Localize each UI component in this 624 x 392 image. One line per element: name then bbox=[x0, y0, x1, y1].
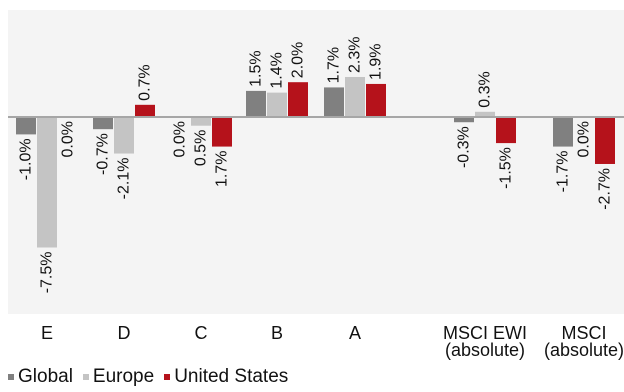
value-label-europe-1: -2.1% bbox=[116, 158, 133, 200]
x-tick-label-2: C bbox=[195, 323, 208, 343]
value-label-europe-6: 0.0% bbox=[576, 121, 593, 157]
value-label-united-states-0: 0.0% bbox=[60, 121, 77, 157]
bar-united-states-5 bbox=[496, 117, 516, 144]
plot-area bbox=[8, 10, 624, 314]
value-label-global-5: -0.3% bbox=[456, 126, 473, 168]
legend-label-united-states: United States bbox=[174, 366, 289, 387]
value-label-global-6: -1.7% bbox=[555, 151, 572, 193]
bar-global-6 bbox=[553, 117, 573, 147]
bar-europe-3 bbox=[267, 92, 287, 117]
legend-label-global: Global bbox=[18, 366, 73, 387]
value-label-global-4: 1.7% bbox=[326, 47, 343, 83]
value-label-europe-0: -7.5% bbox=[39, 252, 56, 294]
bar-europe-5 bbox=[475, 111, 495, 117]
legend: Global Europe United States bbox=[8, 366, 298, 388]
bar-global-1 bbox=[93, 117, 113, 130]
legend-item-global: Global bbox=[8, 366, 73, 388]
value-label-united-states-4: 1.9% bbox=[368, 43, 385, 79]
x-tick-label-6: MSCI (absolute) bbox=[544, 323, 624, 360]
value-label-europe-2: 0.5% bbox=[193, 130, 210, 166]
x-tick-label-3: B bbox=[271, 323, 283, 343]
bar-united-states-4 bbox=[366, 83, 386, 117]
x-tick-label-1: D bbox=[118, 323, 131, 343]
x-tick-label-0: E bbox=[41, 323, 53, 343]
x-axis-tick-labels: E D C B A MSCI EWI (absolute) MSCI (absolute) bbox=[41, 323, 624, 360]
legend-swatch-united-states bbox=[164, 374, 171, 380]
bar-global-3 bbox=[246, 90, 266, 117]
bar-global-5 bbox=[454, 117, 474, 123]
value-label-europe-3: 1.4% bbox=[269, 52, 286, 88]
value-label-united-states-6: -2.7% bbox=[597, 168, 614, 210]
bar-united-states-3 bbox=[288, 82, 308, 117]
bars-layer bbox=[16, 76, 615, 248]
bar-global-4 bbox=[324, 87, 344, 117]
legend-item-united-states: United States bbox=[164, 366, 288, 388]
bar-europe-4 bbox=[345, 76, 365, 117]
legend-label-europe: Europe bbox=[92, 366, 155, 387]
value-label-europe-4: 2.3% bbox=[347, 37, 364, 73]
value-labels-layer: -1.0%-7.5%0.0% -0.7%-2.1%0.7%0.0% 0.5%1.7%… bbox=[18, 37, 614, 294]
value-label-europe-5: 0.3% bbox=[477, 71, 494, 107]
value-label-global-2: 0.0% bbox=[172, 121, 189, 157]
value-label-united-states-5: -1.5% bbox=[498, 147, 515, 189]
value-label-united-states-3: 2.0% bbox=[290, 42, 307, 78]
value-label-global-0: -1.0% bbox=[18, 138, 35, 180]
value-label-global-1: -0.7% bbox=[95, 133, 112, 175]
bar-europe-0 bbox=[37, 117, 57, 248]
bar-europe-2 bbox=[191, 117, 211, 126]
legend-swatch-global bbox=[8, 374, 14, 380]
bar-global-0 bbox=[16, 117, 36, 135]
bar-united-states-1 bbox=[135, 104, 155, 117]
bar-europe-1 bbox=[114, 117, 134, 154]
legend-item-europe: Europe bbox=[82, 366, 155, 388]
x-tick-label-5: MSCI EWI (absolute) bbox=[443, 323, 527, 360]
x-tick-label-4: A bbox=[349, 323, 361, 343]
value-label-united-states-2: 1.7% bbox=[214, 151, 231, 187]
value-label-united-states-1: 0.7% bbox=[137, 64, 154, 100]
bar-united-states-6 bbox=[595, 117, 615, 164]
value-label-global-3: 1.5% bbox=[248, 50, 265, 86]
legend-swatch-europe bbox=[82, 374, 89, 380]
bar-united-states-2 bbox=[212, 117, 232, 147]
